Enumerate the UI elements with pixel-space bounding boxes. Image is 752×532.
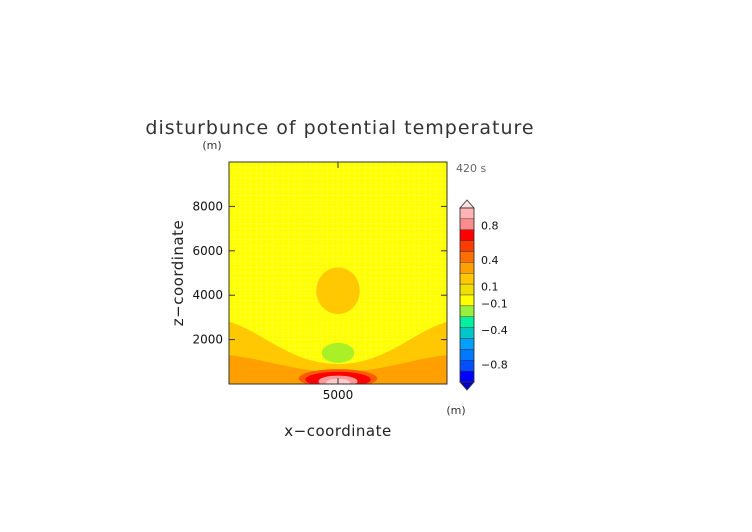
colorbar-label: 0.1 [481,280,499,293]
colorbar-segment [459,360,475,372]
colorbar-label: −0.8 [481,359,508,372]
colorbar-segment [459,316,475,328]
colorbar-label: −0.1 [481,298,508,311]
y-axis-label: z−coordinate [169,220,187,326]
colorbar-label: 0.4 [481,254,499,267]
x-axis-label: x−coordinate [284,422,391,440]
colorbar-segment [459,251,475,263]
colorbar-extend-top [459,199,475,209]
colorbar-segment [459,229,475,241]
y-tick-label: 8000 [192,199,223,213]
colorbar-segment [459,283,475,296]
y-tick-label: 6000 [192,244,223,258]
colorbar-segment [459,327,475,339]
y-tick-label: 4000 [192,288,223,302]
colorbar-segment [459,338,475,350]
x-tick-label: 5000 [323,388,354,402]
y-unit-label: (m) [202,139,221,152]
colorbar-label: −0.4 [481,324,508,337]
contour-band-inner-2 [229,355,447,384]
y-tick-label: 2000 [192,333,223,347]
y-axis-ticks: 2000 4000 6000 8000 [192,199,447,347]
colorbar-extend-bottom [459,381,475,391]
colorbar-segment [459,218,475,230]
colorbar: 0.8 0.4 0.1 −0.1 −0.4 −0.8 [459,199,508,391]
contour-ellipse-1 [321,342,355,363]
x-unit-label: (m) [446,404,465,417]
colorbar-segment [459,240,475,252]
colorbar-segment [459,207,475,220]
colorbar-segment [459,273,475,285]
colorbar-segment [459,305,475,317]
colorbar-frame [459,207,475,383]
colorbar-segment [459,349,475,361]
plot-area [229,162,447,384]
contour-circle-0 [316,267,360,315]
colorbar-segment [459,370,475,383]
colorbar-label: 0.8 [481,219,499,232]
contour-features [229,267,447,384]
time-label: 420 s [456,162,486,175]
chart-title: disturbunce of potential temperature [145,117,534,139]
colorbar-segment [459,262,475,274]
x-axis-ticks: 5000 [323,162,354,402]
colorbar-segment [459,294,475,307]
